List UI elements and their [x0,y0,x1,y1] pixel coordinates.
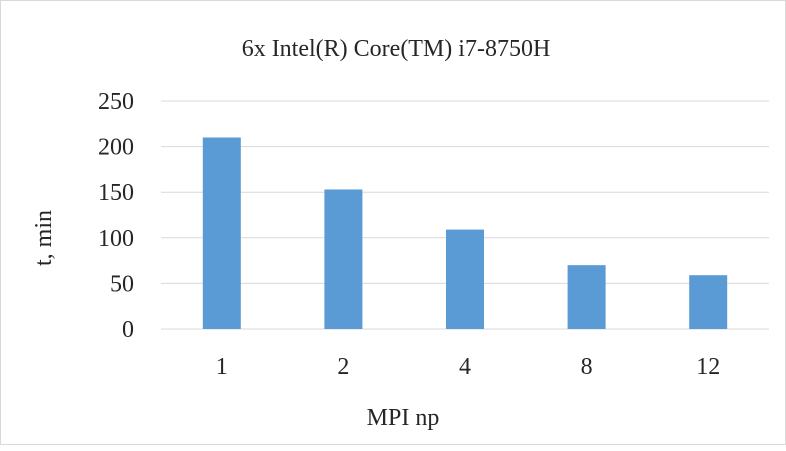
x-axis-ticks: 1 2 4 8 12 [216,354,720,380]
x-tick-label: 4 [459,354,471,380]
chart-title: 6x Intel(R) Core(TM) i7-8750H [242,36,551,62]
bars [202,137,728,329]
bar-12 [689,275,728,329]
x-tick-label: 1 [216,354,228,380]
y-tick-label: 100 [98,226,134,252]
y-tick-label: 0 [122,317,134,343]
bar-4 [446,229,484,329]
y-tick-label: 150 [98,180,134,206]
y-tick-label: 200 [98,135,134,161]
bar-2 [324,189,363,329]
y-axis-title: t, min [31,210,57,266]
x-tick-label: 12 [696,354,720,380]
x-tick-label: 8 [581,354,593,380]
x-axis-title: MPI np [367,405,440,431]
y-tick-label: 250 [98,89,134,115]
bar-1 [202,137,241,329]
y-tick-label: 50 [110,271,134,297]
bar-8 [567,265,606,329]
x-tick-label: 2 [337,354,349,380]
y-axis-ticks: 0 50 100 150 200 250 [98,89,134,343]
